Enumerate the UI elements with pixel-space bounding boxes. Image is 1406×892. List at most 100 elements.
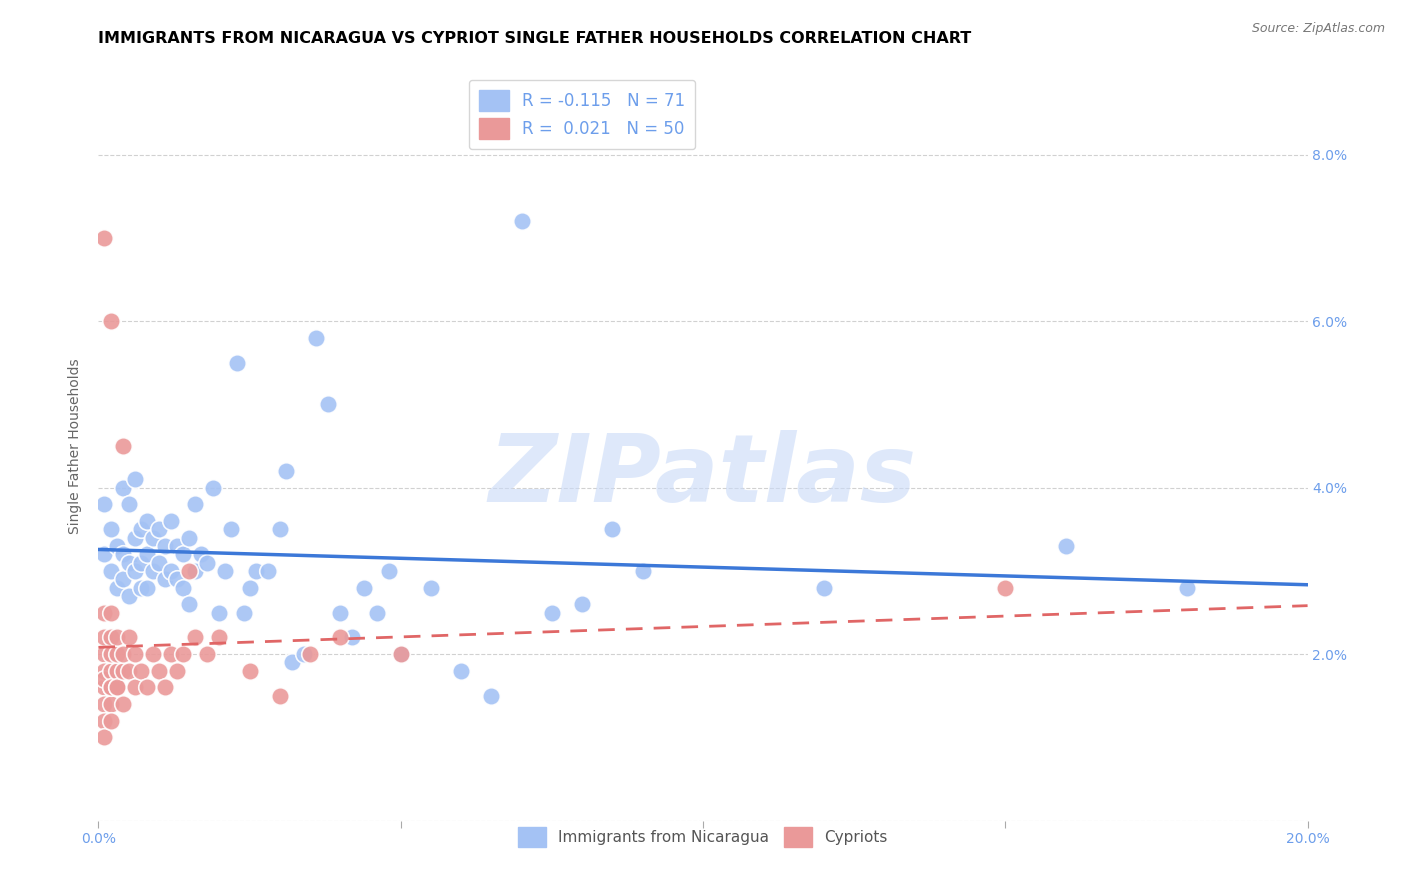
Point bbox=[93, 497, 115, 511]
Point bbox=[100, 606, 122, 620]
Point bbox=[100, 647, 122, 661]
Point bbox=[93, 664, 115, 678]
Point bbox=[129, 556, 152, 570]
Point bbox=[166, 664, 188, 678]
Point bbox=[342, 631, 364, 645]
Point bbox=[93, 731, 115, 745]
Point bbox=[100, 714, 122, 728]
Point bbox=[420, 581, 443, 595]
Point bbox=[129, 581, 152, 595]
Point bbox=[179, 597, 201, 611]
Point bbox=[510, 214, 533, 228]
Point bbox=[124, 647, 146, 661]
Point bbox=[100, 522, 122, 536]
Point bbox=[305, 331, 328, 345]
Text: ZIPatlas: ZIPatlas bbox=[489, 430, 917, 522]
Point bbox=[195, 647, 218, 661]
Point bbox=[184, 564, 207, 578]
Point bbox=[389, 647, 412, 661]
Point bbox=[190, 547, 212, 561]
Point bbox=[100, 697, 122, 711]
Point bbox=[124, 531, 146, 545]
Point bbox=[105, 647, 128, 661]
Point bbox=[148, 556, 170, 570]
Point bbox=[100, 631, 122, 645]
Point bbox=[160, 564, 183, 578]
Point bbox=[93, 672, 115, 686]
Point bbox=[100, 314, 122, 328]
Point bbox=[100, 681, 122, 695]
Point bbox=[631, 564, 654, 578]
Point bbox=[166, 572, 188, 586]
Point bbox=[208, 606, 231, 620]
Point bbox=[366, 606, 388, 620]
Point bbox=[118, 497, 141, 511]
Point bbox=[153, 572, 176, 586]
Point bbox=[602, 522, 624, 536]
Point bbox=[232, 606, 254, 620]
Point bbox=[994, 581, 1017, 595]
Point bbox=[316, 397, 339, 411]
Point bbox=[111, 572, 134, 586]
Point bbox=[100, 564, 122, 578]
Legend: Immigrants from Nicaragua, Cypriots: Immigrants from Nicaragua, Cypriots bbox=[510, 819, 896, 855]
Point bbox=[105, 681, 128, 695]
Point bbox=[153, 539, 176, 553]
Point bbox=[172, 581, 194, 595]
Point bbox=[118, 589, 141, 603]
Point bbox=[129, 664, 152, 678]
Point bbox=[105, 681, 128, 695]
Point bbox=[93, 714, 115, 728]
Point bbox=[208, 631, 231, 645]
Point bbox=[221, 522, 243, 536]
Point bbox=[1175, 581, 1198, 595]
Point bbox=[124, 472, 146, 486]
Point bbox=[239, 581, 262, 595]
Point bbox=[166, 539, 188, 553]
Point bbox=[214, 564, 236, 578]
Point bbox=[540, 606, 562, 620]
Point bbox=[100, 664, 122, 678]
Point bbox=[160, 514, 183, 528]
Point bbox=[450, 664, 472, 678]
Point bbox=[93, 647, 115, 661]
Point bbox=[129, 522, 152, 536]
Point bbox=[160, 647, 183, 661]
Point bbox=[124, 681, 146, 695]
Point bbox=[93, 606, 115, 620]
Point bbox=[135, 581, 157, 595]
Point bbox=[274, 464, 297, 478]
Point bbox=[292, 647, 315, 661]
Point bbox=[118, 631, 141, 645]
Point bbox=[172, 647, 194, 661]
Point bbox=[93, 547, 115, 561]
Point bbox=[195, 556, 218, 570]
Point bbox=[111, 697, 134, 711]
Text: IMMIGRANTS FROM NICARAGUA VS CYPRIOT SINGLE FATHER HOUSEHOLDS CORRELATION CHART: IMMIGRANTS FROM NICARAGUA VS CYPRIOT SIN… bbox=[98, 31, 972, 46]
Y-axis label: Single Father Households: Single Father Households bbox=[69, 359, 83, 533]
Point bbox=[142, 531, 165, 545]
Point bbox=[226, 356, 249, 370]
Point bbox=[118, 664, 141, 678]
Point bbox=[239, 664, 262, 678]
Point bbox=[245, 564, 267, 578]
Point bbox=[118, 556, 141, 570]
Point bbox=[269, 522, 291, 536]
Point bbox=[135, 681, 157, 695]
Point bbox=[1054, 539, 1077, 553]
Point bbox=[179, 531, 201, 545]
Point bbox=[93, 697, 115, 711]
Point bbox=[353, 581, 375, 595]
Point bbox=[105, 581, 128, 595]
Point bbox=[148, 664, 170, 678]
Point bbox=[172, 547, 194, 561]
Point bbox=[389, 647, 412, 661]
Point bbox=[571, 597, 593, 611]
Point bbox=[281, 656, 304, 670]
Point bbox=[148, 522, 170, 536]
Point bbox=[93, 631, 115, 645]
Point bbox=[124, 564, 146, 578]
Point bbox=[105, 539, 128, 553]
Point bbox=[142, 564, 165, 578]
Point bbox=[100, 681, 122, 695]
